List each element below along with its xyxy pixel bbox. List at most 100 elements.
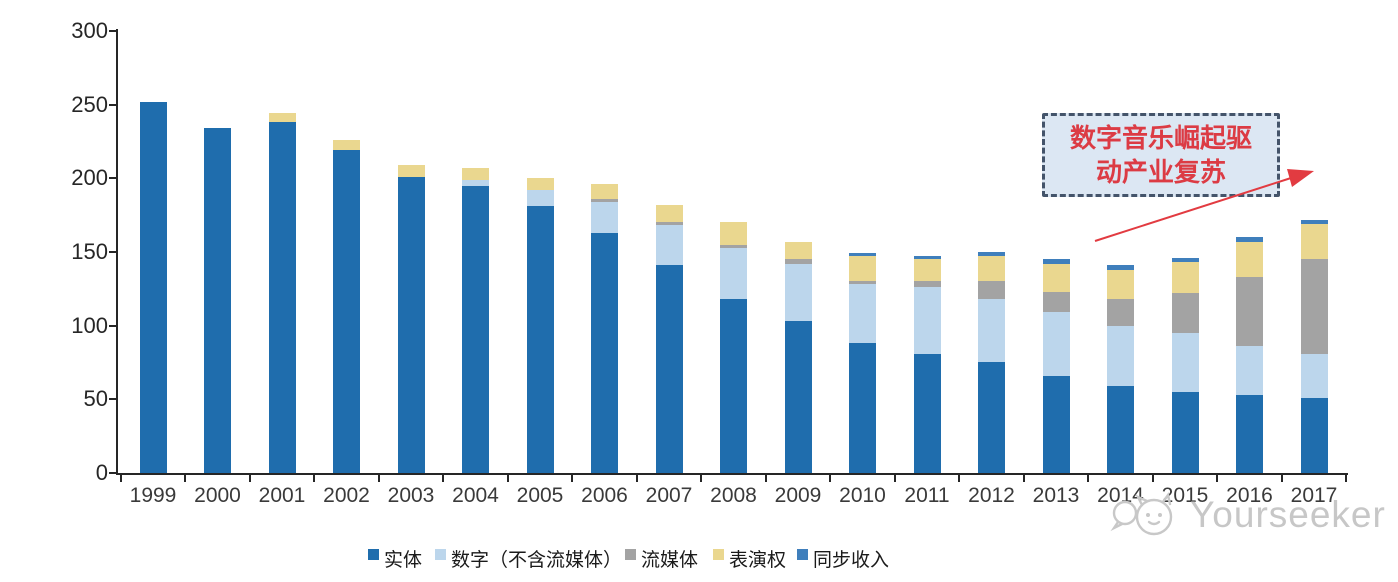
y-axis-label: 200 <box>71 165 108 191</box>
y-axis-tick <box>109 103 116 106</box>
y-axis-label: 150 <box>71 238 108 264</box>
y-axis-line <box>116 29 118 475</box>
x-axis-tick <box>184 475 187 482</box>
bar-segment-2012-s3 <box>978 256 1005 282</box>
y-axis-label: 250 <box>71 91 108 117</box>
bar-segment-2003-s0 <box>397 176 425 473</box>
bar-segment-2014-s0 <box>1107 386 1134 473</box>
bar-segment-2013-s3 <box>1042 263 1070 292</box>
x-axis-tick <box>248 475 251 482</box>
legend-swatch <box>368 549 379 560</box>
x-axis-label: 2008 <box>710 484 757 507</box>
x-axis-tick <box>377 475 380 482</box>
x-axis-label: 2003 <box>387 484 435 507</box>
x-axis-tick <box>1022 475 1025 482</box>
x-axis-tick <box>1345 475 1348 482</box>
bar-segment-2010-s4 <box>849 253 876 257</box>
legend-swatch <box>713 549 724 560</box>
bar-segment-2016-s3 <box>1236 241 1263 277</box>
bar-segment-2010-s2 <box>849 281 876 285</box>
bar-segment-2000-s0 <box>204 128 231 473</box>
bar-segment-2012-s2 <box>978 281 1005 300</box>
legend-label: 流媒体 <box>641 550 699 571</box>
bar-segment-2014-s3 <box>1107 269 1134 300</box>
x-axis-label: 2013 <box>1032 484 1080 507</box>
bar-segment-2017-s2 <box>1300 259 1328 354</box>
x-axis-tick <box>1216 475 1219 482</box>
x-axis-tick <box>1087 475 1090 482</box>
bar-segment-2013-s1 <box>1042 312 1070 376</box>
y-axis-tick <box>109 398 116 401</box>
annotation-text-line2: 动产业复苏 <box>1095 157 1226 187</box>
bar-segment-2015-s4 <box>1171 257 1199 263</box>
bar-segment-2011-s0 <box>913 353 941 473</box>
x-axis-tick <box>958 475 961 482</box>
x-axis-label: 2006 <box>581 484 628 507</box>
bar-segment-2006-s2 <box>591 198 618 202</box>
bar-segment-2010-s1 <box>849 284 876 344</box>
bar-segment-2002-s0 <box>333 150 360 473</box>
bar-segment-2016-s2 <box>1236 276 1263 347</box>
bar-segment-2009-s1 <box>784 263 812 322</box>
bar-segment-2009-s0 <box>784 321 812 473</box>
x-axis-label: 2015 <box>1161 484 1209 507</box>
x-axis-label: 2014 <box>1097 484 1144 507</box>
bar-segment-2003-s3 <box>397 164 425 177</box>
x-axis-tick <box>635 475 638 482</box>
x-axis-label: 2016 <box>1226 484 1273 507</box>
bar-segment-2008-s3 <box>720 222 747 245</box>
y-axis-label: 100 <box>71 312 108 338</box>
legend-swatch <box>435 549 446 560</box>
bar-segment-2008-s2 <box>720 244 747 248</box>
legend-swatch <box>797 549 808 560</box>
legend-label: 同步收入 <box>813 550 890 571</box>
bar-segment-2009-s3 <box>784 241 812 260</box>
bar-segment-2012-s4 <box>978 251 1005 257</box>
watermark: Yourseeker <box>1108 490 1386 540</box>
bar-segment-2015-s1 <box>1171 332 1199 392</box>
bar-segment-2007-s3 <box>655 204 683 223</box>
bar-segment-2009-s2 <box>784 259 812 264</box>
bar-segment-2005-s3 <box>526 178 554 191</box>
x-axis-label: 2009 <box>774 484 822 507</box>
x-axis-tick <box>313 475 316 482</box>
y-axis-label: 50 <box>83 386 108 412</box>
x-axis-label: 2010 <box>839 484 886 507</box>
bar-segment-2010-s0 <box>849 343 876 473</box>
annotation-callout: 数字音乐崛起驱 动产业复苏 <box>1042 113 1280 197</box>
bar-segment-2007-s0 <box>655 265 683 473</box>
annotation-text-line1: 数字音乐崛起驱 <box>1069 123 1252 153</box>
x-axis-label: 2002 <box>323 484 370 507</box>
bar-segment-2015-s3 <box>1171 262 1199 294</box>
watermark-label: Yourseeker <box>1190 494 1386 535</box>
x-axis-tick <box>119 475 122 482</box>
x-axis-label: 2017 <box>1290 484 1338 507</box>
bar-segment-2011-s4 <box>913 256 941 260</box>
bar-segment-2006-s3 <box>591 184 618 199</box>
bar-segment-2017-s3 <box>1300 223 1328 260</box>
legend-swatch <box>625 549 636 560</box>
x-axis-label: 2012 <box>968 484 1015 507</box>
x-axis-line <box>116 473 1348 475</box>
bar-segment-2012-s0 <box>978 362 1005 473</box>
legend-label: 表演权 <box>729 550 787 571</box>
bar-segment-2017-s4 <box>1300 219 1328 224</box>
bar-segment-2012-s1 <box>978 299 1005 363</box>
bar-segment-2013-s2 <box>1042 291 1070 313</box>
x-axis-tick <box>506 475 509 482</box>
bar-segment-2001-s3 <box>268 113 296 123</box>
x-axis-label: 2007 <box>645 484 693 507</box>
bar-segment-2014-s1 <box>1107 325 1134 387</box>
x-axis-label: 2000 <box>194 484 241 507</box>
bar-segment-2017-s1 <box>1300 353 1328 398</box>
y-axis-tick <box>109 472 116 474</box>
bar-segment-2010-s3 <box>849 256 876 282</box>
x-axis-label: 2005 <box>516 484 564 507</box>
legend-label: 数字（不含流媒体） <box>451 550 623 571</box>
y-axis-tick <box>109 324 116 327</box>
x-axis-tick <box>700 475 703 482</box>
x-axis-label: 2001 <box>258 484 306 507</box>
y-axis-label: 0 <box>95 460 108 485</box>
bar-segment-1999-s0 <box>139 101 167 473</box>
bar-segment-2011-s1 <box>913 287 941 354</box>
